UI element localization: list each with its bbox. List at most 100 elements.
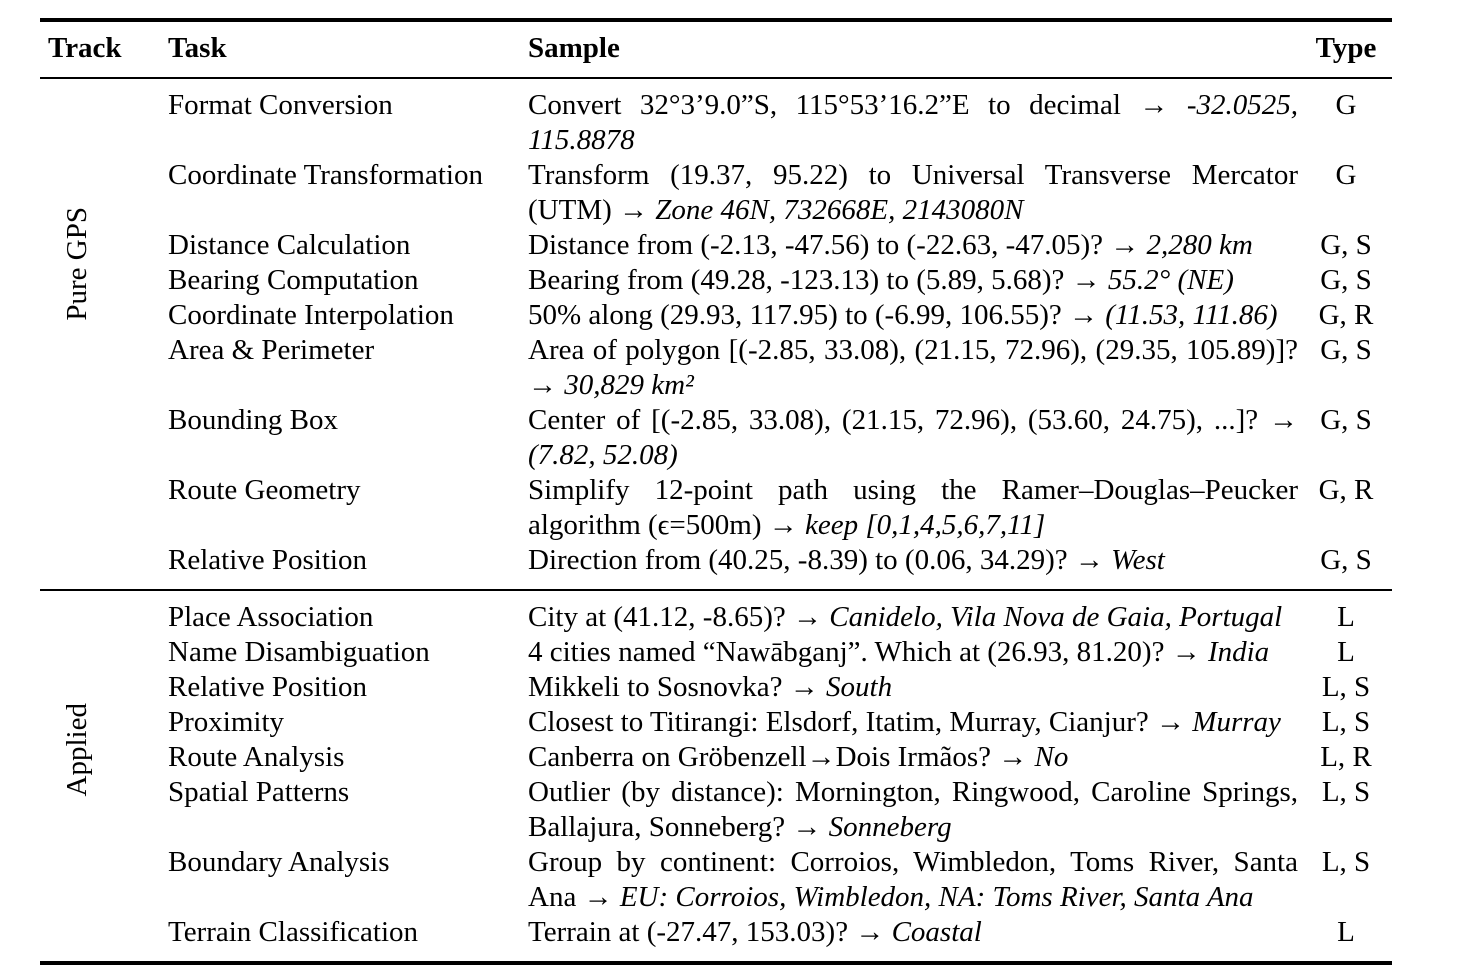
type-cell: G, S — [1320, 544, 1372, 576]
task-cell: Boundary Analysis — [168, 846, 390, 878]
header-type: Type — [1300, 18, 1392, 79]
sample-question: Closest to Titirangi: Elsdorf, Itatim, M… — [528, 706, 1193, 738]
sample-cell: Simplify 12-point path using the Ramer–D… — [528, 473, 1300, 543]
section-applied: Applied Place Association City at (41.12, … — [40, 590, 1392, 963]
sample-cell: Distance from (-2.13, -47.56) to (-22.63… — [528, 228, 1300, 263]
type-cell: G, S — [1320, 404, 1372, 436]
section-pure-gps: Pure GPS Format Conversion Convert 32°3’9.… — [40, 78, 1392, 590]
type-cell: L — [1337, 601, 1355, 633]
type-cell: L, R — [1320, 741, 1372, 773]
table-row: Relative Position Mikkeli to Sosnovka? → … — [40, 670, 1392, 705]
sample-cell: Direction from (40.25, -8.39) to (0.06, … — [528, 543, 1300, 590]
sample-question: Direction from (40.25, -8.39) to (0.06, … — [528, 544, 1112, 576]
sample-cell: 50% along (29.93, 117.95) to (-6.99, 106… — [528, 298, 1300, 333]
table-row: Proximity Closest to Titirangi: Elsdorf, … — [40, 705, 1392, 740]
sample-question: Distance from (-2.13, -47.56) to (-22.63… — [528, 229, 1147, 261]
table-row: Coordinate Interpolation 50% along (29.93… — [40, 298, 1392, 333]
table-row: Route Analysis Canberra on Gröbenzell→Doi… — [40, 740, 1392, 775]
task-cell: Terrain Classification — [168, 916, 419, 948]
type-cell: L — [1337, 636, 1355, 668]
task-cell: Bounding Box — [168, 404, 338, 436]
header-row: Track Task Sample Type — [40, 18, 1392, 79]
task-cell: Bearing Computation — [168, 264, 419, 296]
sample-answer: South — [826, 671, 893, 703]
type-cell: G — [1335, 159, 1357, 191]
type-cell: L, S — [1321, 846, 1371, 878]
task-cell: Coordinate Interpolation — [168, 299, 454, 331]
sample-answer: India — [1207, 636, 1270, 668]
table-row: Boundary Analysis Group by continent: Cor… — [40, 845, 1392, 915]
table-row: Area & Perimeter Area of polygon [(-2.85,… — [40, 333, 1392, 403]
type-cell: L — [1337, 916, 1355, 948]
header-task: Task — [168, 18, 528, 79]
table-header: Track Task Sample Type — [40, 18, 1392, 79]
table-row: Route Geometry Simplify 12-point path usi… — [40, 473, 1392, 543]
type-cell: L, S — [1321, 776, 1371, 808]
type-cell: G, R — [1318, 474, 1374, 506]
benchmark-task-table: Track Task Sample Type Pure GPS Format Co… — [40, 18, 1392, 965]
sample-cell: Center of [(-2.85, 33.08), (21.15, 72.96… — [528, 403, 1300, 473]
task-cell: Relative Position — [168, 671, 367, 703]
type-cell: G — [1335, 89, 1357, 121]
sample-answer: Zone 46N, 732668E, 2143080N — [655, 194, 1024, 226]
sample-question: Simplify 12-point path using the Ramer–D… — [528, 474, 1298, 541]
type-cell: G, S — [1320, 334, 1372, 366]
sample-answer: Coastal — [891, 916, 982, 948]
sample-question: Convert 32°3’9.0”S, 115°53’16.2”E to dec… — [528, 89, 1187, 121]
sample-question: Terrain at (-27.47, 153.03)? → — [528, 916, 892, 948]
sample-answer: Sonneberg — [828, 811, 952, 843]
sample-question: Canberra on Gröbenzell→Dois Irmãos? → — [528, 741, 1035, 773]
sample-answer: (11.53, 111.86) — [1105, 299, 1278, 331]
sample-cell: Group by continent: Corroios, Wimbledon,… — [528, 845, 1300, 915]
sample-cell: 4 cities named “Nawābganj”. Which at (26… — [528, 635, 1300, 670]
track-cell: Pure GPS — [40, 78, 168, 590]
sample-question: Mikkeli to Sosnovka? → — [528, 671, 827, 703]
sample-answer: (7.82, 52.08) — [528, 439, 678, 471]
track-label: Pure GPS — [61, 207, 93, 321]
table-row: Bounding Box Center of [(-2.85, 33.08), (… — [40, 403, 1392, 473]
sample-cell: Area of polygon [(-2.85, 33.08), (21.15,… — [528, 333, 1300, 403]
sample-answer: Murray — [1192, 706, 1281, 738]
task-cell: Relative Position — [168, 544, 367, 576]
sample-answer: keep [0,1,4,5,6,7,11] — [804, 509, 1046, 541]
type-cell: G, S — [1320, 264, 1372, 296]
task-cell: Format Conversion — [168, 89, 393, 121]
task-cell: Spatial Patterns — [168, 776, 350, 808]
sample-question: Group by continent: Corroios, Wimbledon,… — [528, 846, 1298, 913]
sample-question: City at (41.12, -8.65)? → — [528, 601, 830, 633]
sample-answer: West — [1111, 544, 1165, 576]
type-cell: L, S — [1321, 671, 1371, 703]
sample-question: Area of polygon [(-2.85, 33.08), (21.15,… — [528, 334, 1298, 401]
task-cell: Area & Perimeter — [168, 334, 375, 366]
type-cell: G, S — [1320, 229, 1372, 261]
header-track: Track — [40, 18, 168, 79]
sample-answer: -32.0525, 115.8878 — [528, 89, 1298, 156]
table-row: Terrain Classification Terrain at (-27.47… — [40, 915, 1392, 963]
track-cell: Applied — [40, 590, 168, 963]
sample-cell: Bearing from (49.28, -123.13) to (5.89, … — [528, 263, 1300, 298]
task-cell: Proximity — [168, 706, 285, 738]
sample-cell: Transform (19.37, 95.22) to Universal Tr… — [528, 158, 1300, 228]
table-row: Coordinate Transformation Transform (19.3… — [40, 158, 1392, 228]
table-row: Relative Position Direction from (40.25, … — [40, 543, 1392, 590]
sample-cell: Canberra on Gröbenzell→Dois Irmãos? → No — [528, 740, 1300, 775]
header-sample: Sample — [528, 18, 1300, 79]
table-row: Name Disambiguation 4 cities named “Nawāb… — [40, 635, 1392, 670]
sample-answer: No — [1034, 741, 1069, 773]
table-row: Applied Place Association City at (41.12, … — [40, 590, 1392, 797]
table-row: Distance Calculation Distance from (-2.13… — [40, 228, 1392, 263]
type-cell: L, S — [1321, 706, 1371, 738]
sample-answer: 2,280 km — [1146, 229, 1253, 261]
sample-question: Transform (19.37, 95.22) to Universal Tr… — [528, 159, 1298, 226]
sample-question: 50% along (29.93, 117.95) to (-6.99, 106… — [528, 299, 1106, 331]
sample-cell: Outlier (by distance): Mornington, Ringw… — [528, 775, 1300, 845]
table-row: Bearing Computation Bearing from (49.28, … — [40, 263, 1392, 298]
sample-answer: Canidelo, Vila Nova de Gaia, Portugal — [829, 601, 1283, 633]
task-cell: Place Association — [168, 601, 374, 633]
sample-cell: City at (41.12, -8.65)? → Canidelo, Vila… — [528, 590, 1300, 635]
sample-answer: 55.2° (NE) — [1107, 264, 1234, 296]
task-cell: Route Geometry — [168, 474, 361, 506]
sample-cell: Mikkeli to Sosnovka? → South — [528, 670, 1300, 705]
sample-answer: EU: Corroios, Wimbledon, NA: Toms River,… — [619, 881, 1254, 913]
